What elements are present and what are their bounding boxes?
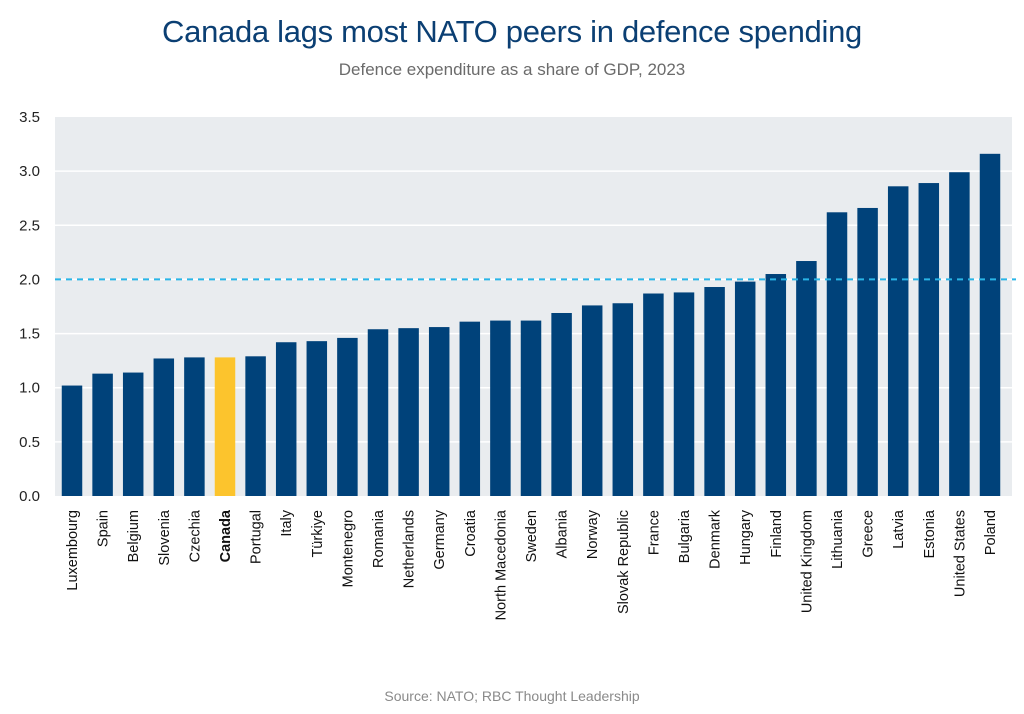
y-tick-label: 2.0 (19, 271, 40, 288)
bar-denmark (704, 287, 725, 496)
bar-united-kingdom (796, 261, 817, 496)
x-tick-label: Germany (432, 509, 448, 569)
bar-romania (367, 329, 389, 496)
y-tick-label: 2.5 (19, 217, 40, 234)
x-tick-label: Albania (555, 509, 571, 558)
x-tick-label: Sweden (524, 510, 540, 562)
bar-albania (551, 312, 572, 496)
bar-belgium (122, 372, 144, 496)
x-tick-label: Netherlands (402, 510, 418, 588)
bar-canada (214, 357, 236, 496)
x-tick-label: United States (952, 510, 968, 597)
bar-lithuania (826, 212, 848, 496)
x-tick-label: Finland (769, 510, 785, 558)
bar-montenegro (337, 337, 358, 496)
bar-latvia (887, 186, 909, 496)
x-tick-label: Croatia (463, 509, 479, 557)
x-tick-label: France (646, 510, 662, 555)
y-tick-label: 0.5 (19, 434, 40, 451)
bar-poland (979, 153, 1001, 496)
x-tick-label: United Kingdom (799, 510, 815, 613)
x-tick-label: Belgium (126, 510, 142, 562)
bar-finland (765, 274, 787, 496)
chart-subtitle: Defence expenditure as a share of GDP, 2… (338, 60, 686, 79)
bar-united-states (949, 172, 970, 496)
bar-portugal (245, 356, 266, 496)
bar-slovenia (153, 358, 175, 496)
bar-germany (428, 327, 450, 496)
bar-italy (275, 342, 297, 496)
x-tick-label: Bulgaria (677, 509, 693, 563)
x-tick-label: Greece (861, 510, 877, 558)
y-tick-label: 1.0 (19, 380, 40, 397)
x-tick-label: North Macedonia (493, 509, 509, 620)
source-note: Source: NATO; RBC Thought Leadership (384, 688, 640, 704)
bar-france (643, 293, 664, 496)
x-tick-label: Canada (218, 509, 234, 562)
x-tick-label: Luxembourg (65, 510, 81, 591)
y-tick-label: 3.5 (19, 109, 40, 126)
x-tick-label: Türkiye (310, 510, 326, 558)
x-tick-label: Norway (585, 509, 601, 559)
chart-title: Canada lags most NATO peers in defence s… (162, 14, 862, 49)
x-tick-label: Spain (96, 510, 112, 547)
bar-north-macedonia (490, 320, 511, 496)
x-tick-label: Denmark (708, 509, 724, 569)
x-tick-label: Lithuania (830, 509, 846, 569)
bar-norway (581, 305, 603, 496)
x-tick-label: Estonia (922, 509, 938, 558)
bar-türkiye (306, 341, 328, 496)
x-tick-label: Slovak Republic (616, 510, 632, 614)
bar-hungary (734, 281, 756, 496)
x-tick-label: Montenegro (340, 510, 356, 587)
y-tick-label: 0.0 (19, 488, 40, 505)
x-tick-label: Italy (279, 509, 295, 536)
bar-bulgaria (673, 292, 695, 496)
x-tick-label: Latvia (891, 509, 907, 549)
bar-sweden (520, 320, 542, 496)
bar-luxembourg (61, 385, 83, 496)
y-tick-label: 1.5 (19, 326, 40, 343)
bar-spain (92, 373, 113, 496)
x-tick-label: Portugal (249, 510, 265, 564)
y-tick-label: 3.0 (19, 163, 40, 180)
x-tick-label: Slovenia (157, 509, 173, 566)
bar-greece (857, 207, 878, 496)
x-tick-label: Czechia (187, 509, 203, 562)
bar-estonia (918, 183, 940, 496)
bar-czechia (184, 357, 205, 496)
x-tick-label: Romania (371, 509, 387, 568)
x-tick-label: Hungary (738, 509, 754, 565)
bar-slovak-republic (612, 303, 634, 496)
bar-croatia (459, 321, 481, 496)
bar-netherlands (398, 328, 419, 496)
x-tick-label: Poland (983, 510, 999, 555)
